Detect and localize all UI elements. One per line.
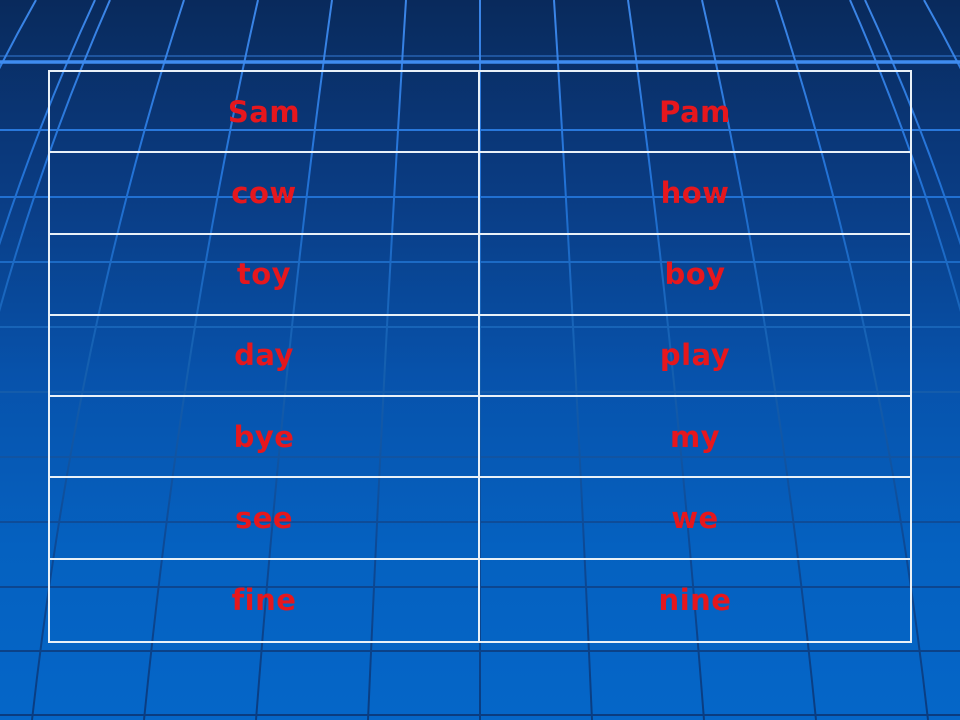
table-cell: bye (50, 397, 480, 479)
table-cell: see (50, 478, 480, 560)
table-cell: nine (658, 583, 732, 618)
table-cell: play (480, 316, 910, 398)
table-cell: my (480, 397, 910, 479)
table-cell: we (480, 478, 910, 560)
table-cell: boy (480, 235, 910, 316)
table-cell: toy (50, 234, 480, 316)
table-cell: fine (50, 559, 480, 641)
table-cell: cow (50, 153, 480, 235)
table-cell: how (480, 153, 910, 235)
word-table: Sam Pam cow how toy boy day play bye my … (48, 70, 912, 643)
column-header-pam: Pam (480, 72, 910, 154)
table-cell: day (50, 315, 480, 398)
column-header-sam: Sam (50, 72, 480, 154)
